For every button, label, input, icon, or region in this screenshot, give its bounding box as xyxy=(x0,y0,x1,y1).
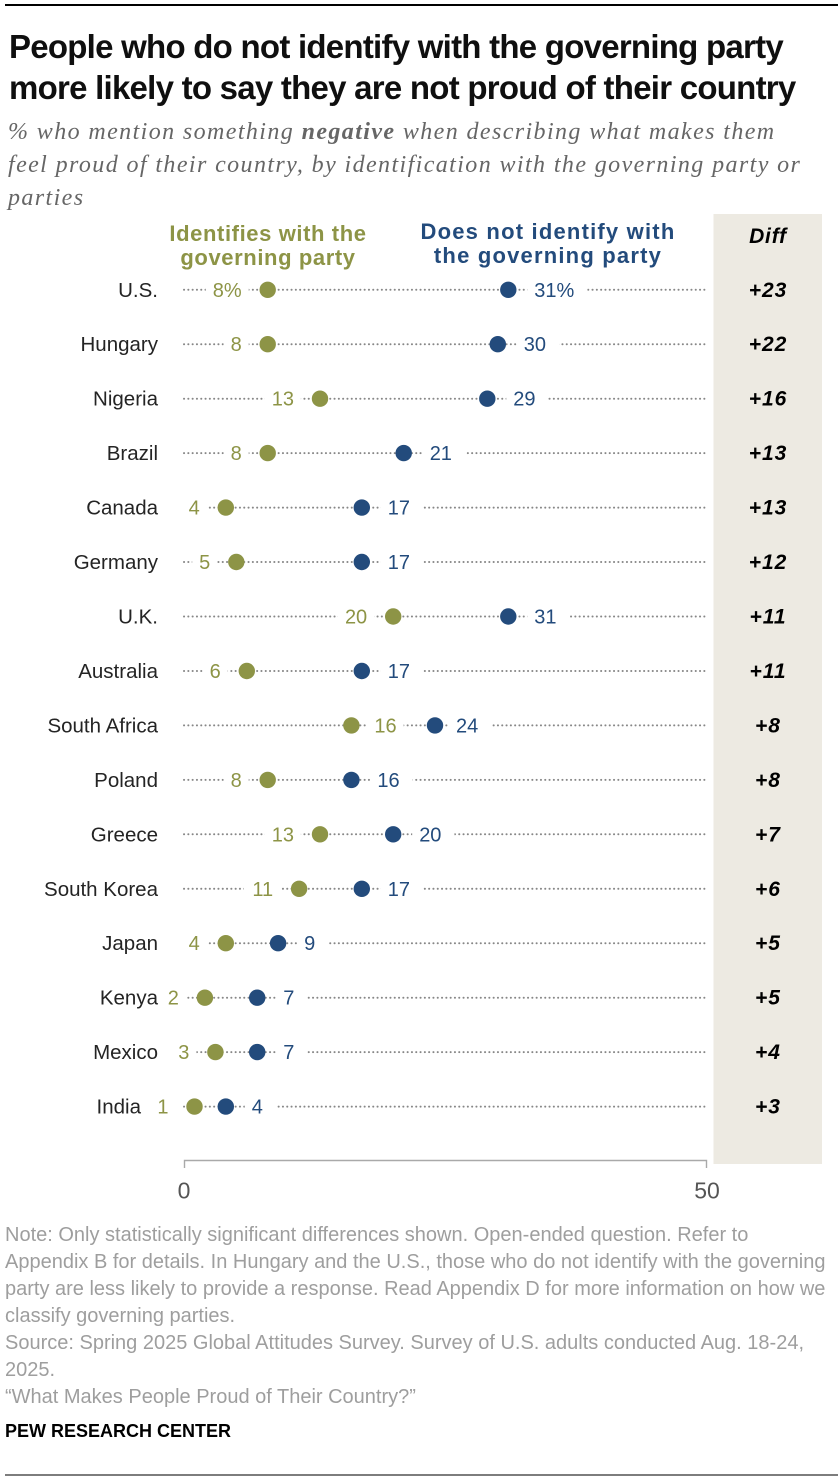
svg-text:8: 8 xyxy=(231,770,242,792)
svg-text:Canada: Canada xyxy=(86,497,158,520)
svg-text:Mexico: Mexico xyxy=(93,1041,158,1064)
svg-text:Japan: Japan xyxy=(102,932,158,955)
svg-text:31%: 31% xyxy=(534,280,574,302)
svg-text:Germany: Germany xyxy=(74,551,159,574)
svg-text:17: 17 xyxy=(388,498,410,520)
svg-text:Kenya: Kenya xyxy=(100,987,159,1010)
svg-text:16: 16 xyxy=(377,770,399,792)
svg-text:Poland: Poland xyxy=(94,769,158,792)
svg-text:+13: +13 xyxy=(749,442,788,465)
svg-text:+5: +5 xyxy=(755,932,781,955)
svg-text:+22: +22 xyxy=(749,333,788,356)
svg-text:governing party: governing party xyxy=(180,245,355,270)
svg-text:31: 31 xyxy=(534,607,556,629)
svg-text:Australia: Australia xyxy=(78,660,158,683)
svg-text:50: 50 xyxy=(694,1178,720,1204)
svg-text:+8: +8 xyxy=(755,769,781,792)
svg-text:+12: +12 xyxy=(749,551,788,574)
svg-text:1: 1 xyxy=(157,1097,168,1119)
svg-text:21: 21 xyxy=(430,443,452,465)
svg-text:Diff: Diff xyxy=(749,225,788,248)
svg-text:0: 0 xyxy=(178,1178,191,1204)
svg-text:4: 4 xyxy=(189,933,200,955)
svg-text:4: 4 xyxy=(252,1097,263,1119)
svg-text:+3: +3 xyxy=(755,1096,781,1119)
svg-text:South Africa: South Africa xyxy=(47,714,158,737)
svg-text:India: India xyxy=(97,1096,142,1119)
svg-text:9: 9 xyxy=(304,933,315,955)
svg-text:Hungary: Hungary xyxy=(81,333,159,356)
svg-text:4: 4 xyxy=(189,498,200,520)
svg-text:Does not identify with: Does not identify with xyxy=(421,219,676,244)
svg-text:17: 17 xyxy=(388,879,410,901)
svg-text:South Korea: South Korea xyxy=(44,878,159,901)
svg-text:3: 3 xyxy=(178,1042,189,1064)
svg-text:+13: +13 xyxy=(749,497,788,520)
svg-text:30: 30 xyxy=(524,334,546,356)
svg-text:16: 16 xyxy=(374,715,396,737)
svg-text:8%: 8% xyxy=(213,280,242,302)
svg-text:20: 20 xyxy=(345,607,367,629)
svg-text:29: 29 xyxy=(513,389,535,411)
svg-text:5: 5 xyxy=(199,552,210,574)
svg-text:+5: +5 xyxy=(755,987,781,1010)
svg-text:7: 7 xyxy=(283,988,294,1010)
svg-text:+7: +7 xyxy=(755,823,781,846)
svg-text:11: 11 xyxy=(252,879,273,901)
svg-text:+6: +6 xyxy=(755,878,781,901)
svg-text:24: 24 xyxy=(456,715,478,737)
svg-text:+8: +8 xyxy=(755,714,781,737)
svg-text:6: 6 xyxy=(210,661,221,683)
svg-text:20: 20 xyxy=(419,824,441,846)
svg-text:U.K.: U.K. xyxy=(118,606,158,629)
svg-text:17: 17 xyxy=(388,661,410,683)
svg-text:+11: +11 xyxy=(749,606,786,629)
svg-text:8: 8 xyxy=(231,334,242,356)
svg-text:Brazil: Brazil xyxy=(107,442,158,465)
svg-text:+16: +16 xyxy=(749,388,788,411)
svg-text:Identifies with the: Identifies with the xyxy=(169,221,366,246)
svg-text:the governing party: the governing party xyxy=(434,243,662,268)
svg-text:2: 2 xyxy=(168,988,179,1010)
svg-text:Greece: Greece xyxy=(91,823,158,846)
svg-text:+11: +11 xyxy=(749,660,786,683)
svg-text:13: 13 xyxy=(272,389,294,411)
svg-text:8: 8 xyxy=(231,443,242,465)
svg-text:7: 7 xyxy=(283,1042,294,1064)
svg-text:Nigeria: Nigeria xyxy=(93,388,159,411)
svg-text:17: 17 xyxy=(388,552,410,574)
svg-text:13: 13 xyxy=(272,824,294,846)
svg-text:+23: +23 xyxy=(749,279,788,302)
svg-text:+4: +4 xyxy=(755,1041,781,1064)
svg-text:U.S.: U.S. xyxy=(118,279,158,302)
